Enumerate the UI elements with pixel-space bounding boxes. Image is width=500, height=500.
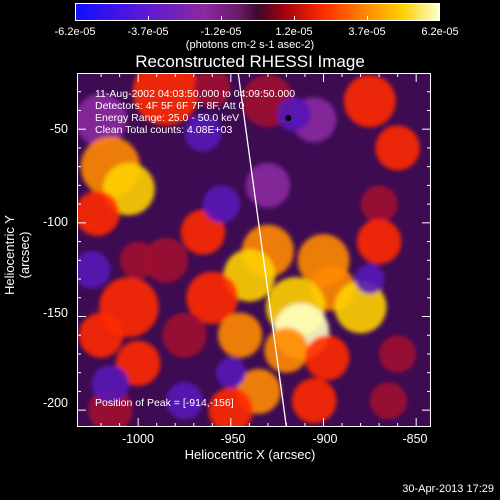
x-axis-label: Heliocentric X (arcsec) [184, 447, 316, 462]
intensity-blob [77, 93, 127, 146]
intensity-blob [77, 251, 111, 289]
intensity-blob [119, 241, 157, 279]
intensity-blob [379, 335, 417, 373]
intensity-blob [193, 73, 231, 107]
colorbar-units: (photons cm-2 s-1 asec-2) [185, 39, 315, 51]
intensity-blob [343, 74, 396, 128]
intensity-blob [77, 191, 120, 236]
colorbar-tick: -3.7e-05 [127, 26, 169, 38]
x-tick-label: -950 [220, 432, 246, 446]
colorbar-tick: 1.2e-05 [275, 26, 313, 38]
intensity-blob [305, 335, 350, 381]
intensity-blob [208, 387, 253, 427]
intensity-blob [166, 382, 203, 420]
intensity-blob [116, 340, 161, 386]
intensity-blob [375, 125, 420, 171]
colorbar-tick-mark [367, 16, 368, 21]
colorbar-tick: -1.2e-05 [200, 26, 242, 38]
y-axis-label: Heliocentric Y (arcsec) [2, 215, 32, 295]
x-tick-label: -900 [312, 432, 338, 446]
y-tick-label: -150 [42, 306, 68, 320]
chart-title: Reconstructed RHESSI Image [135, 52, 365, 71]
intensity-blob [292, 378, 337, 424]
intensity-blob [162, 312, 207, 358]
colorbar-tick-mark [221, 16, 222, 21]
annotation-detectors: Detectors: 4F 5F 6F 7F 8F, Att 0 [95, 100, 245, 112]
intensity-blob [334, 280, 387, 334]
y-tick-label: -100 [42, 215, 68, 229]
intensity-blob [132, 73, 200, 126]
intensity-blob [217, 312, 263, 358]
datestamp: 30-Apr-2013 17:29 [402, 483, 494, 495]
intensity-blob [355, 264, 385, 294]
image-plot [77, 73, 431, 427]
plot-frame [77, 73, 431, 427]
intensity-blob [264, 327, 309, 373]
intensity-blob [245, 162, 291, 208]
solar-limb-line [237, 73, 288, 427]
intensity-blob [78, 312, 124, 358]
colorbar-tick: 6.2e-05 [421, 26, 459, 38]
intensity-blob [143, 237, 189, 283]
x-tick-label: -1000 [122, 432, 154, 446]
intensity-blob [203, 185, 241, 223]
intensity-blob [91, 365, 129, 403]
annotation-clean: Clean Total counts: 4.08E+03 [95, 124, 233, 136]
intensity-blob [360, 185, 398, 223]
colorbar-tick-mark [148, 16, 149, 21]
y-tick-label: -200 [42, 396, 68, 410]
intensity-blob [356, 219, 402, 265]
intensity-blob [277, 97, 311, 132]
y-tick-label: -50 [49, 122, 68, 136]
intensity-blob [184, 114, 222, 152]
intensity-blob [369, 382, 407, 420]
annotation-time: 11-Aug-2002 04:03:50.000 to 04:09:50.000 [95, 88, 296, 100]
annotation-energy: Energy Range: 25.0 - 50.0 keV [95, 112, 240, 124]
axis-ticks [77, 73, 431, 427]
colorbar-tick: 3.7e-05 [348, 26, 386, 38]
peak-marker [285, 115, 292, 121]
x-tick-label: -850 [402, 432, 428, 446]
colorbar-tick: -6.2e-05 [54, 26, 96, 38]
colorbar-tick-mark [294, 16, 295, 21]
intensity-blob [186, 271, 239, 324]
colorbar [75, 3, 440, 21]
annotation-peak: Position of Peak = [-914,-156] [95, 397, 234, 409]
intensity-blob [216, 357, 246, 388]
intensity-blobs [77, 73, 420, 427]
